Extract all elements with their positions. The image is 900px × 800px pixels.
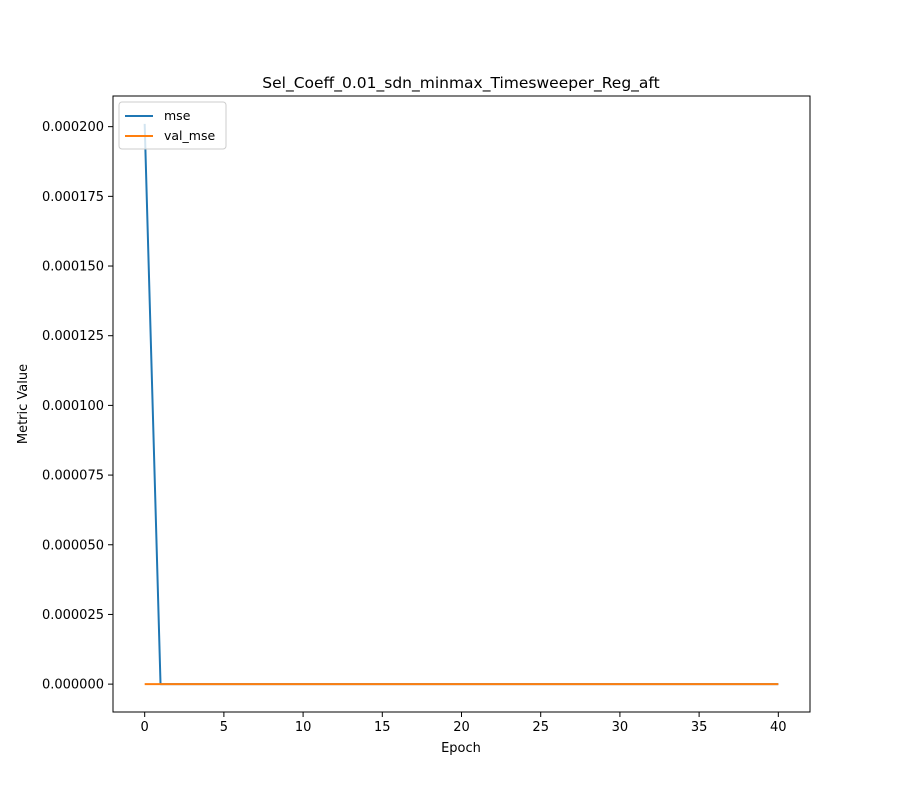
y-tick-label: 0.000075 — [42, 469, 104, 484]
x-tick-label: 20 — [453, 720, 470, 735]
x-tick-label: 40 — [770, 720, 787, 735]
y-tick-label: 0.000100 — [42, 399, 104, 414]
x-tick-label: 0 — [141, 720, 149, 735]
chart-title: Sel_Coeff_0.01_sdn_minmax_Timesweeper_Re… — [262, 74, 659, 93]
legend-label-val-mse: val_mse — [164, 128, 215, 143]
y-axis: 0.000000 0.000025 0.000050 0.000075 0.000100… — [42, 120, 113, 693]
x-tick-label: 35 — [691, 720, 708, 735]
y-tick-label: 0.000200 — [42, 120, 104, 135]
x-tick-label: 25 — [532, 720, 549, 735]
series-layer — [143, 123, 779, 686]
x-tick-label: 10 — [295, 720, 312, 735]
y-tick-label: 0.000025 — [42, 608, 104, 623]
plot-area — [113, 96, 810, 712]
y-tick-label: 0.000150 — [42, 260, 104, 275]
x-tick-label: 30 — [612, 720, 629, 735]
x-tick-label: 15 — [374, 720, 391, 735]
y-tick-label: 0.000175 — [42, 190, 104, 205]
x-axis: 0 5 10 15 20 25 30 35 40 — [141, 712, 787, 735]
y-tick-label: 0.000125 — [42, 329, 104, 344]
y-tick-label: 0.000050 — [42, 538, 104, 553]
legend-box — [118, 101, 227, 150]
y-axis-label: Metric Value — [16, 364, 31, 444]
x-tick-label: 5 — [220, 720, 228, 735]
y-tick-label: 0.000000 — [42, 678, 104, 693]
x-axis-label: Epoch — [441, 741, 481, 756]
legend: mse val_mse — [118, 101, 227, 150]
legend-label-mse: mse — [164, 108, 191, 123]
